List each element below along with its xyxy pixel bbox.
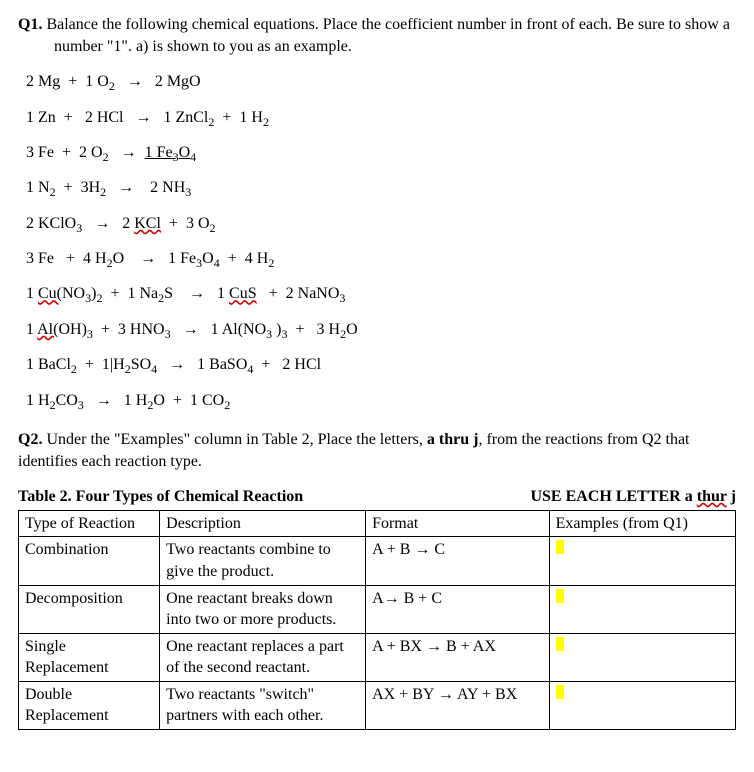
cell-examples[interactable] (549, 633, 735, 681)
table2-right-note: USE EACH LETTER a thur j (530, 486, 736, 508)
cell-examples[interactable] (549, 585, 735, 633)
table2: Type of Reaction Description Format Exam… (18, 510, 736, 730)
highlight-cursor (556, 540, 564, 554)
table2-header-line: Table 2. Four Types of Chemical Reaction… (18, 486, 736, 508)
equation-d: 1 N2 + 3H2 → 2 NH3 (26, 177, 736, 200)
highlight-cursor (556, 589, 564, 603)
table-row: Double Replacement Two reactants "switch… (19, 681, 736, 729)
cell-desc: One reactant replaces a part of the seco… (160, 633, 366, 681)
q2-label: Q2. (18, 431, 42, 448)
cell-examples[interactable] (549, 681, 735, 729)
cell-format: A + B → C (366, 537, 550, 585)
cell-format: AX + BY → AY + BX (366, 681, 550, 729)
q1-text-line1: Balance the following chemical equations… (46, 16, 729, 33)
equation-i: 1 BaCl2 + 1|H2SO4 → 1 BaSO4 + 2 HCl (26, 354, 736, 377)
equation-a: 2 Mg + 1 O2 → 2 MgO (26, 71, 736, 94)
table-row: Combination Two reactants combine to giv… (19, 537, 736, 585)
highlight-cursor (556, 637, 564, 651)
q2-bold: a thru j (427, 431, 479, 448)
highlight-cursor (556, 685, 564, 699)
cell-desc: Two reactants "switch" partners with eac… (160, 681, 366, 729)
q1-label: Q1. (18, 16, 42, 33)
q1-text-line2: number "1". a) is shown to you as an exa… (54, 38, 352, 55)
equation-e: 2 KClO3 → 2 KCl + 3 O2 (26, 213, 736, 236)
q2-block: Q2. Under the "Examples" column in Table… (18, 429, 736, 472)
equation-j: 1 H2CO3 → 1 H2O + 1 CO2 (26, 390, 736, 413)
equation-b: 1 Zn + 2 HCl → 1 ZnCl2 + 1 H2 (26, 107, 736, 130)
q2-text-2: identifies each reaction type. (18, 453, 202, 470)
cell-desc: Two reactants combine to give the produc… (160, 537, 366, 585)
th-format: Format (366, 510, 550, 537)
table2-head-row: Type of Reaction Description Format Exam… (19, 510, 736, 537)
q2-text-1b: , from the reactions from Q2 that (478, 431, 689, 448)
cell-type: Decomposition (19, 585, 160, 633)
table-row: Single Replacement One reactant replaces… (19, 633, 736, 681)
q2-text-1: Under the "Examples" column in Table 2, … (46, 431, 426, 448)
q1-block: Q1. Balance the following chemical equat… (18, 14, 736, 57)
table2-title: Table 2. Four Types of Chemical Reaction (18, 486, 303, 508)
th-examples: Examples (from Q1) (549, 510, 735, 537)
cell-type: Double Replacement (19, 681, 160, 729)
table-row: Decomposition One reactant breaks down i… (19, 585, 736, 633)
cell-desc: One reactant breaks down into two or mor… (160, 585, 366, 633)
equation-c: 3 Fe + 2 O2 → 1 Fe3O4 (26, 142, 736, 165)
equation-g: 1 Cu(NO3)2 + 1 Na2S → 1 CuS + 2 NaNO3 (26, 283, 736, 306)
cell-format: A→ B + C (366, 585, 550, 633)
equation-f: 3 Fe + 4 H2O → 1 Fe3O4 + 4 H2 (26, 248, 736, 271)
th-desc: Description (160, 510, 366, 537)
cell-format: A + BX → B + AX (366, 633, 550, 681)
cell-examples[interactable] (549, 537, 735, 585)
equation-h: 1 Al(OH)3 + 3 HNO3 → 1 Al(NO3 )3 + 3 H2O (26, 319, 736, 342)
cell-type: Combination (19, 537, 160, 585)
cell-type: Single Replacement (19, 633, 160, 681)
th-type: Type of Reaction (19, 510, 160, 537)
